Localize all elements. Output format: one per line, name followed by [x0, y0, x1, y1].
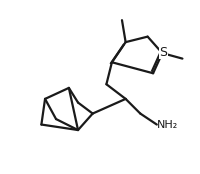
Text: NH₂: NH₂ [157, 120, 178, 130]
Text: S: S [159, 46, 167, 59]
